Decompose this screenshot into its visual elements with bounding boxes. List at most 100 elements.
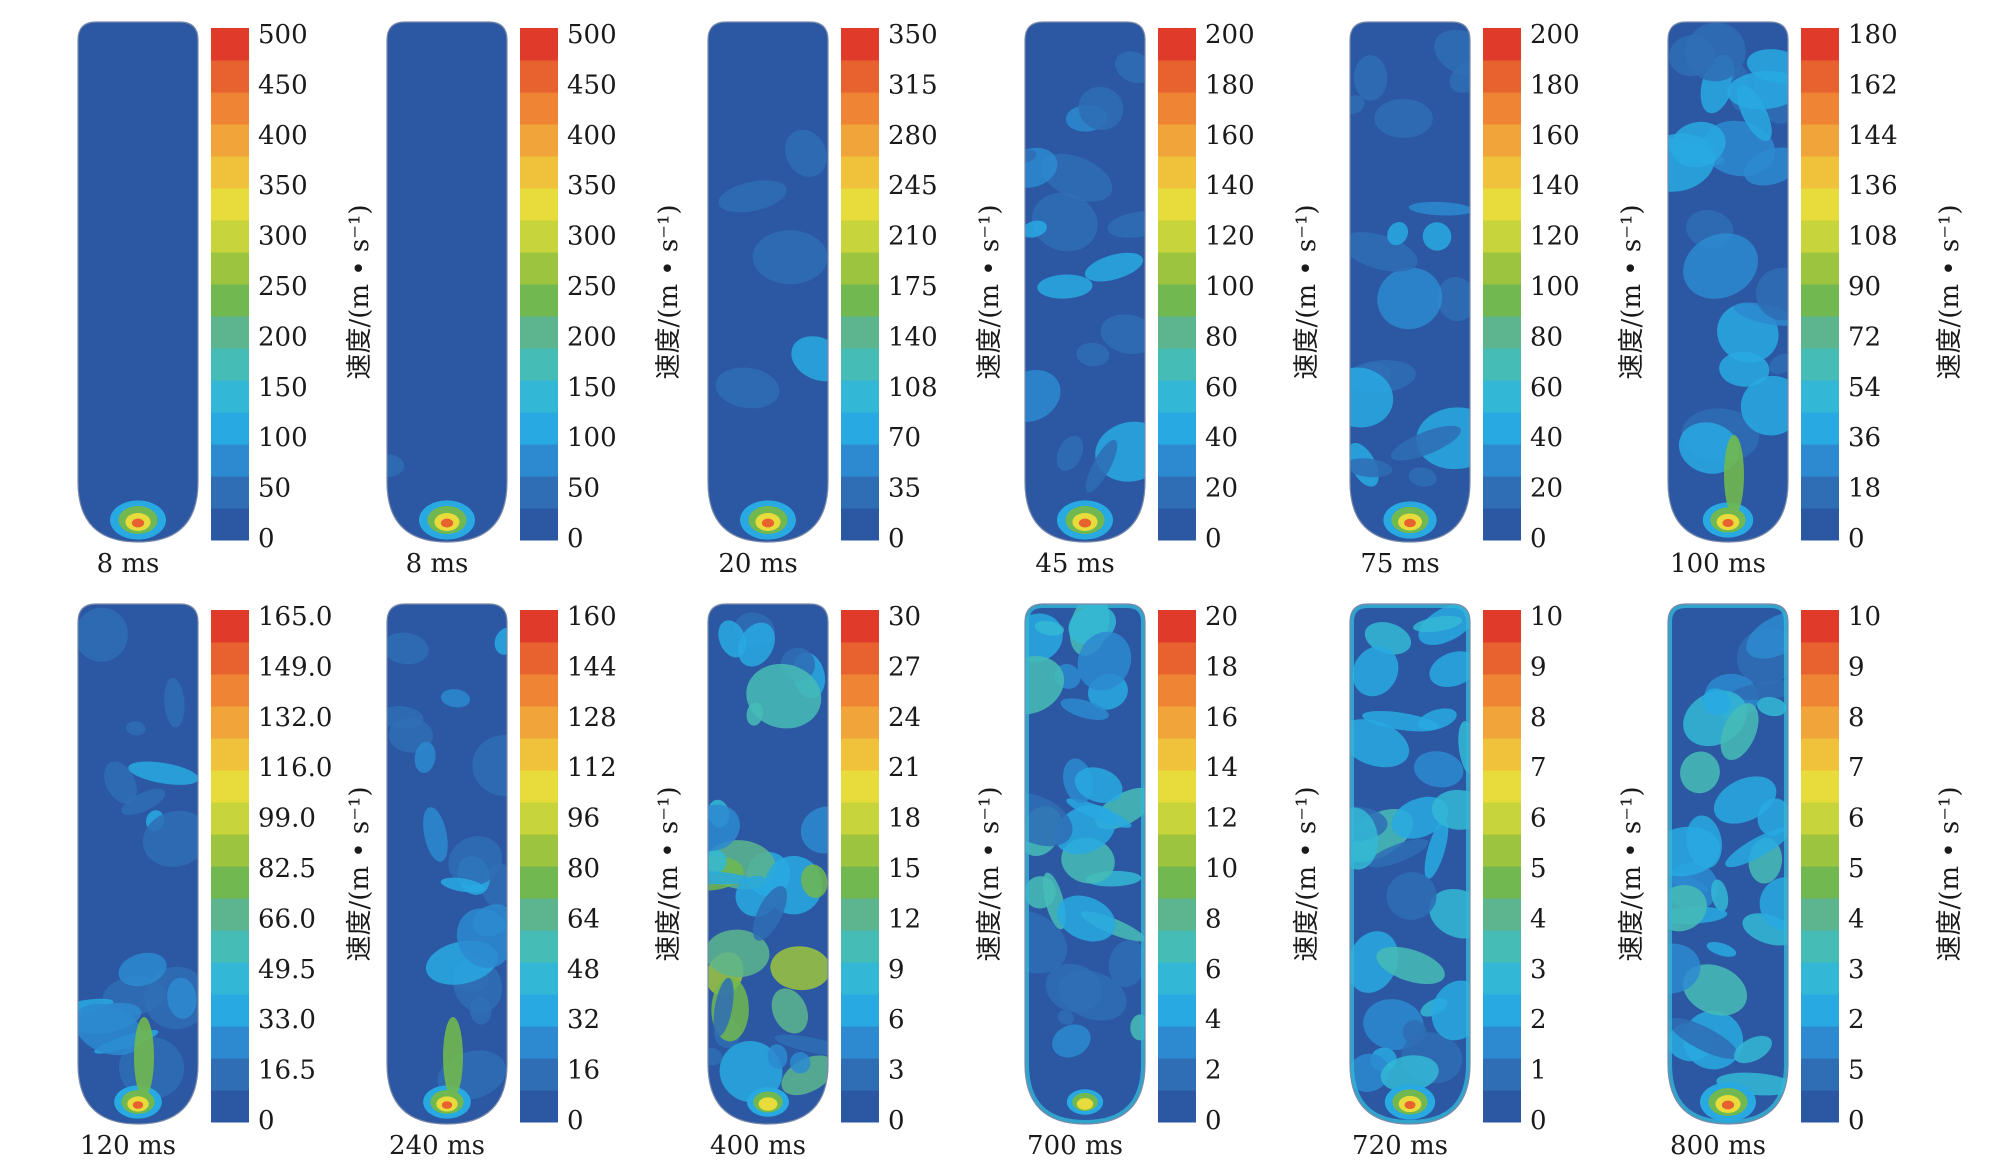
- velocity-field: [78, 22, 198, 542]
- colorbar-tick-label: 6: [888, 1005, 905, 1035]
- colorbar-tick-label: 5: [1530, 854, 1547, 884]
- colorbar-tick-label: 3: [888, 1056, 905, 1086]
- time-label: 100 ms: [1670, 549, 1766, 579]
- colorbar-tick-label: 10: [1848, 602, 1881, 632]
- colorbar-tick-label: 162: [1848, 70, 1898, 100]
- colorbar-tick-label: 18: [888, 804, 921, 834]
- time-label: 20 ms: [718, 549, 797, 579]
- colorbar-tick-label: 165.0: [258, 602, 332, 632]
- colorbar-unit-label: 速度/(m • s⁻¹): [345, 204, 375, 379]
- contour-panel: 20 ms 35031528024521017514010870350速度/(m …: [707, 20, 1005, 579]
- colorbar-tick-label: 108: [1848, 222, 1898, 252]
- colorbar-tick-label: 9: [1530, 652, 1547, 682]
- velocity-field: [1350, 604, 1470, 1124]
- colorbar-tick-label: 20: [1205, 602, 1238, 632]
- colorbar-tick-label: 150: [567, 373, 617, 403]
- colorbar-tick-label: 10: [1530, 602, 1563, 632]
- velocity-field: [1025, 604, 1145, 1124]
- colorbar-tick-label: 16: [1205, 703, 1238, 733]
- colorbar-tick-label: 160: [567, 602, 617, 632]
- colorbar-tick-label: 3: [1848, 955, 1865, 985]
- colorbar-tick-label: 8: [1205, 904, 1222, 934]
- time-label: 8 ms: [406, 549, 469, 579]
- colorbar-tick-label: 7: [1848, 753, 1865, 783]
- time-label: 700 ms: [1027, 1131, 1123, 1161]
- velocity-field: [708, 604, 828, 1124]
- velocity-field: [387, 604, 507, 1124]
- colorbar-tick-label: 245: [888, 171, 938, 201]
- colorbar-tick-label: 70: [888, 423, 921, 453]
- colorbar-tick-label: 10: [1205, 854, 1238, 884]
- colorbar-tick-label: 0: [1530, 1106, 1547, 1136]
- colorbar-tick-label: 136: [1848, 171, 1898, 201]
- colorbar-tick-label: 2: [1530, 1005, 1547, 1035]
- colorbar-tick-label: 150: [258, 373, 308, 403]
- contour-panel: 800 ms 10 9 8 7 6 5 4 3 2 5 0 速度/(m • s⁻¹): [1667, 602, 1965, 1161]
- velocity-field: [387, 22, 507, 542]
- colorbar-tick-label: 200: [1530, 20, 1580, 50]
- colorbar-tick-label: 7: [1530, 753, 1547, 783]
- colorbar-tick-label: 66.0: [258, 904, 316, 934]
- colorbar-tick-label: 100: [1530, 272, 1580, 302]
- colorbar-tick-label: 350: [567, 171, 617, 201]
- colorbar-tick-label: 14: [1205, 753, 1238, 783]
- colorbar-tick-label: 82.5: [258, 854, 316, 884]
- colorbar-tick-label: 132.0: [258, 703, 332, 733]
- colorbar-tick-label: 140: [1530, 171, 1580, 201]
- colorbar-tick-label: 36: [1848, 423, 1881, 453]
- colorbar-tick-label: 100: [1205, 272, 1255, 302]
- time-label: 120 ms: [80, 1131, 176, 1161]
- colorbar-tick-label: 300: [258, 222, 308, 252]
- colorbar-tick-label: 0: [567, 1106, 584, 1136]
- colorbar-tick-label: 8: [1848, 703, 1865, 733]
- colorbar-tick-label: 100: [567, 423, 617, 453]
- colorbar-tick-label: 8: [1530, 703, 1547, 733]
- colorbar-unit-label: 速度/(m • s⁻¹): [1617, 786, 1647, 961]
- colorbar-tick-label: 4: [1530, 904, 1547, 934]
- colorbar-tick-label: 180: [1530, 70, 1580, 100]
- colorbar-tick-label: 18: [1205, 652, 1238, 682]
- colorbar-tick-label: 120: [1530, 222, 1580, 252]
- time-label: 800 ms: [1670, 1131, 1766, 1161]
- colorbar-tick-label: 4: [1848, 904, 1865, 934]
- colorbar-tick-label: 6: [1848, 804, 1865, 834]
- colorbar-tick-label: 0: [567, 524, 584, 554]
- colorbar-tick-label: 144: [567, 652, 617, 682]
- colorbar-tick-label: 6: [1205, 955, 1222, 985]
- velocity-field: [708, 22, 828, 542]
- colorbar-tick-label: 300: [567, 222, 617, 252]
- colorbar-tick-label: 9: [888, 955, 905, 985]
- contour-panel: 120 ms 165.0 149.0 132.0 116.0 99.0 82.5 66.0 49…: [77, 602, 375, 1161]
- colorbar-tick-label: 40: [1530, 423, 1563, 453]
- colorbar-tick-label: 0: [1205, 1106, 1222, 1136]
- colorbar-unit-label: 速度/(m • s⁻¹): [975, 786, 1005, 961]
- time-label: 720 ms: [1352, 1131, 1448, 1161]
- colorbar-tick-label: 5: [1848, 1056, 1865, 1086]
- colorbar-tick-label: 200: [567, 322, 617, 352]
- colorbar-tick-label: 350: [258, 171, 308, 201]
- colorbar-tick-label: 0: [1848, 524, 1865, 554]
- time-label: 45 ms: [1035, 549, 1114, 579]
- colorbar-tick-label: 0: [1530, 524, 1547, 554]
- colorbar-tick-label: 250: [258, 272, 308, 302]
- colorbar-tick-label: 40: [1205, 423, 1238, 453]
- colorbar-tick-label: 4: [1205, 1005, 1222, 1035]
- colorbar-tick-label: 0: [258, 1106, 275, 1136]
- colorbar-tick-label: 80: [1205, 322, 1238, 352]
- colorbar-tick-label: 6: [1530, 804, 1547, 834]
- colorbar-tick-label: 30: [888, 602, 921, 632]
- colorbar-tick-label: 72: [1848, 322, 1881, 352]
- colorbar-tick-label: 200: [1205, 20, 1255, 50]
- colorbar-tick-label: 200: [258, 322, 308, 352]
- colorbar-tick-label: 500: [258, 20, 308, 50]
